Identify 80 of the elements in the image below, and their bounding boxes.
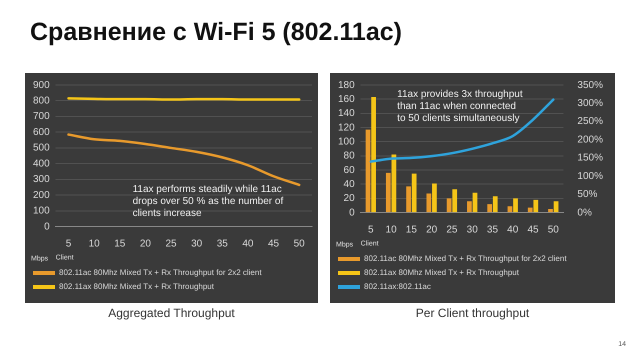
bar xyxy=(366,130,370,212)
y-tick-label: 700 xyxy=(32,111,50,122)
y2-tick-label: 300% xyxy=(577,98,604,109)
y2-tick-label: 0% xyxy=(577,207,592,218)
y2-tick-label: 150% xyxy=(577,152,604,164)
bar xyxy=(513,198,518,212)
legend-label: 802.11ac 80Mhz Mixed Tx + Rx Throughput for 2x2 client xyxy=(59,268,262,278)
y-tick-label: 400 xyxy=(32,158,50,170)
y2-tick-label: 100% xyxy=(577,170,604,182)
bar xyxy=(426,193,432,212)
line-series xyxy=(67,133,300,186)
legend-label: 802.11ax 80Mhz Mixed Tx + Rx Throughput xyxy=(59,282,215,292)
x-tick-label: 45 xyxy=(527,224,540,236)
x-tick-label: 25 xyxy=(446,224,458,236)
bar xyxy=(554,201,558,212)
text: Per Client throughput xyxy=(414,306,530,320)
x-tick-label: 45 xyxy=(268,238,280,250)
x-tick-label: 15 xyxy=(406,224,418,236)
x-tick-label: 40 xyxy=(242,238,254,250)
legend-label: 802.11ax 80Mhz Mixed Tx + Rx Throughput xyxy=(364,268,520,278)
x-tick-label: 5 xyxy=(368,224,374,236)
y-tick-label: 200 xyxy=(32,190,50,201)
bar xyxy=(548,209,553,212)
bar xyxy=(406,186,411,212)
y-tick-label: 120 xyxy=(338,122,356,134)
bar xyxy=(392,154,396,212)
x-tick-label: 15 xyxy=(114,238,126,250)
bar xyxy=(492,196,498,212)
y2-tick-label: 250% xyxy=(577,116,604,128)
annotation: 11ax performs steadily while 11ac drops over 50 % as the number of clients increase xyxy=(132,184,284,219)
bar xyxy=(386,172,391,212)
x-tick-label: 50 xyxy=(548,224,560,236)
x-tick-label: 30 xyxy=(191,238,203,250)
bar xyxy=(432,184,437,212)
y2-tick-label: 50% xyxy=(577,189,598,200)
bar xyxy=(472,192,478,212)
y-tick-label: 500 xyxy=(32,142,50,154)
annotation: 11ax provides 3x throughput than 11ac when connected to 50 clients simultaneously xyxy=(397,88,523,124)
x-tick-label: 35 xyxy=(486,224,498,236)
bar xyxy=(452,189,458,212)
legend-label: 802.11ac 80Mhz Mixed Tx + Rx Throughput for 2x2 client xyxy=(364,254,568,264)
bar xyxy=(446,198,452,212)
y-tick-label: 80 xyxy=(344,150,356,162)
line-series xyxy=(370,98,555,163)
y-tick-label: 800 xyxy=(32,95,50,106)
y-tick-label: 20 xyxy=(344,193,356,204)
y-tick-label: 300 xyxy=(32,174,50,186)
x-tick-label: 40 xyxy=(507,224,519,236)
y2-tick-label: 350% xyxy=(577,80,604,91)
bar xyxy=(467,201,472,212)
y-tick-label: 0 xyxy=(349,207,356,218)
x-tick-label: 20 xyxy=(426,224,438,236)
x-tick-label: 50 xyxy=(294,238,306,250)
y-tick-label: 40 xyxy=(344,178,356,190)
bar xyxy=(412,174,417,212)
bar xyxy=(533,200,538,212)
y-tick-label: 0 xyxy=(44,221,50,232)
x-tick-label: 30 xyxy=(466,224,478,236)
bar xyxy=(371,97,376,212)
chart-title: Сравнение с Wi-Fi 5 (802.11ac) xyxy=(30,18,402,47)
y-tick-label: 140 xyxy=(338,108,356,120)
y-tick-label: 160 xyxy=(338,94,356,105)
bar xyxy=(528,208,533,212)
x-tick-label: 25 xyxy=(165,238,178,250)
x-tick-label: 35 xyxy=(216,238,228,250)
y-tick-label: 60 xyxy=(344,164,356,176)
y2-tick-label: 200% xyxy=(577,134,604,146)
bar xyxy=(508,206,512,212)
y-tick-label: 180 xyxy=(338,80,356,91)
x-tick-label: 10 xyxy=(386,224,398,236)
text: Aggregated Throughput xyxy=(107,306,236,320)
x-tick-label: 20 xyxy=(140,238,152,250)
x-tick-label: 10 xyxy=(88,238,100,250)
legend-label: 802.11ax:802.11ac xyxy=(364,282,431,292)
y-tick-label: 100 xyxy=(338,136,356,148)
y-tick-label: 900 xyxy=(32,80,50,91)
y-tick-label: 100 xyxy=(32,206,50,217)
y-tick-label: 600 xyxy=(32,126,50,138)
x-tick-label: 5 xyxy=(66,238,72,250)
bar xyxy=(487,204,492,212)
